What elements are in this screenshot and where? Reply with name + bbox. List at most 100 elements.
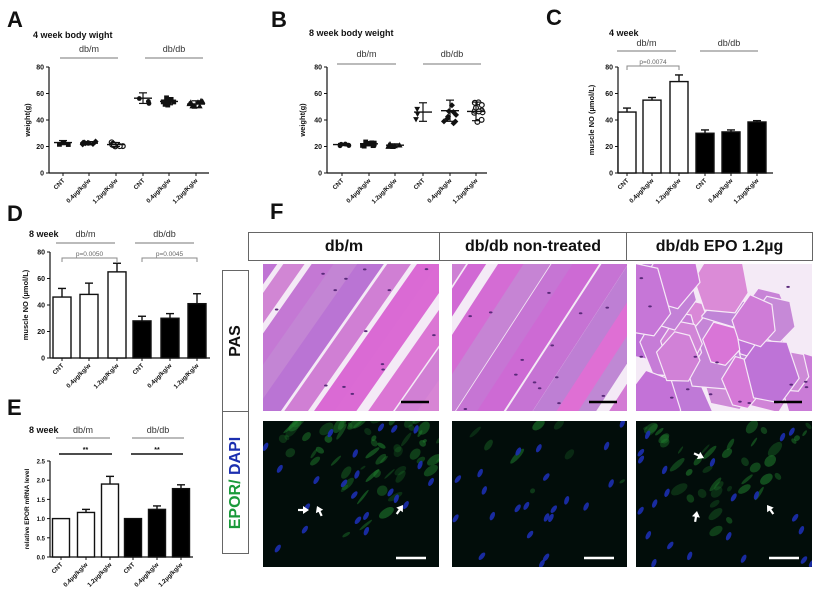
dapi-nucleus [387,488,394,497]
epor-dapi-image-db-m [263,421,439,567]
nucleus [639,355,644,358]
chart-title: 4 week body wight [33,30,113,40]
x-tick-label: CNT [122,561,136,575]
dapi-nucleus [542,473,550,481]
chart-a: 4 week body wight db/m db/db 0 20 40 60 80 weigh… [23,30,209,205]
dapi-nucleus [740,554,747,563]
dapi-nucleus [402,501,409,510]
epor-signal [394,465,407,476]
bar [617,111,637,174]
epor-signal [686,494,695,503]
nucleus [520,358,525,361]
marker-diamond [452,118,459,125]
dapi-nucleus [661,465,668,475]
pas-image-db-db-epo [636,264,812,411]
epor-signal [393,444,402,453]
epor-signal [364,428,372,436]
epor-signal [336,423,347,440]
nucleus [554,376,559,379]
x-tick-label: CNT [331,177,345,191]
bar [52,296,72,359]
nucleus [387,289,392,292]
dapi-nucleus [514,504,521,513]
nucleus [578,312,583,315]
micrograph [636,421,812,567]
arrow-icon [315,506,324,517]
row-label-pas: PAS [222,270,249,412]
epor-signal [805,422,812,430]
muscle-fiber [452,264,610,411]
nucleus [803,380,808,383]
dapi-nucleus [327,429,334,438]
epor-signal [427,454,439,466]
muscle-fiber [263,264,422,411]
epor-signal [660,434,670,444]
epor-signal [409,448,421,460]
dapi-nucleus [301,525,309,534]
x-tick-label: 1.2µg/Kg/w [93,362,121,390]
muscle-fiber [516,281,627,411]
y-tick-label: 20 [314,144,322,151]
chart-title: 8 week body weight [309,28,394,38]
dapi-nucleus [263,442,269,451]
y-tick-label: 40 [37,303,45,310]
group-label: db/m [75,229,95,239]
epor-signal [357,489,369,505]
marker-triangle [198,97,204,104]
muscle-fiber [263,264,351,411]
epor-signal [436,436,439,444]
y-tick-label: 40 [36,118,44,125]
x-tick-label: CNT [132,177,146,191]
epor-signal [619,479,625,484]
epor-signal [760,473,773,485]
x-tick-label: CNT [51,362,65,376]
micrograph [452,264,627,411]
epor-signal [340,484,349,492]
epor-dapi-image-db-db-non-treated [452,421,627,567]
epor-signal [436,453,439,463]
pas-image-db-m [263,264,439,411]
epor-signal [384,469,395,479]
epor-signal [371,435,377,442]
dapi-nucleus [709,458,716,467]
epor-signal [283,421,299,434]
x-tick-label: 1.2µg/Kg/w [173,362,201,390]
epor-signal [377,442,386,449]
arrow-head [692,511,700,518]
x-tick-label: 1.2µg/Kg/w [172,177,200,205]
nucleus [693,355,698,358]
epor-signal [532,421,545,431]
epor-signal [510,448,525,464]
arrow-icon [767,505,775,515]
y-tick-label: 60 [37,276,45,283]
nucleus [715,361,719,364]
y-tick-label: 20 [37,329,45,336]
epor-signal [741,457,749,467]
epor-signal [417,430,423,438]
x-tick-label: 0.4µg/kg/w [426,177,453,204]
dapi-nucleus [274,544,281,553]
dapi-nucleus [644,430,651,440]
y-tick-label: 20 [36,144,44,151]
nucleus [648,305,652,308]
epor-signal [341,466,352,479]
marker-square [371,142,377,148]
epor-signal [697,488,707,498]
dapi-nucleus [354,516,362,525]
nucleus [344,277,348,280]
column-header-db-db-epo: db/db EPO 1.2µg [626,232,813,261]
significance-bracket [61,257,118,262]
nucleus [463,408,468,411]
nucleus [789,383,793,386]
x-tick-label: 1.2µg/kg/w [157,561,184,588]
y-tick-label: 2.0 [37,479,46,485]
marker-diamond [453,111,460,118]
marker-circle-open [478,116,485,123]
epor-signal [388,421,397,426]
nucleus [550,344,555,347]
y-tick-label: 1.5 [37,498,46,504]
y-tick-label: 60 [605,91,613,98]
epor-signal [745,421,759,434]
dapi-nucleus [535,444,542,453]
dapi-nucleus [667,541,674,550]
